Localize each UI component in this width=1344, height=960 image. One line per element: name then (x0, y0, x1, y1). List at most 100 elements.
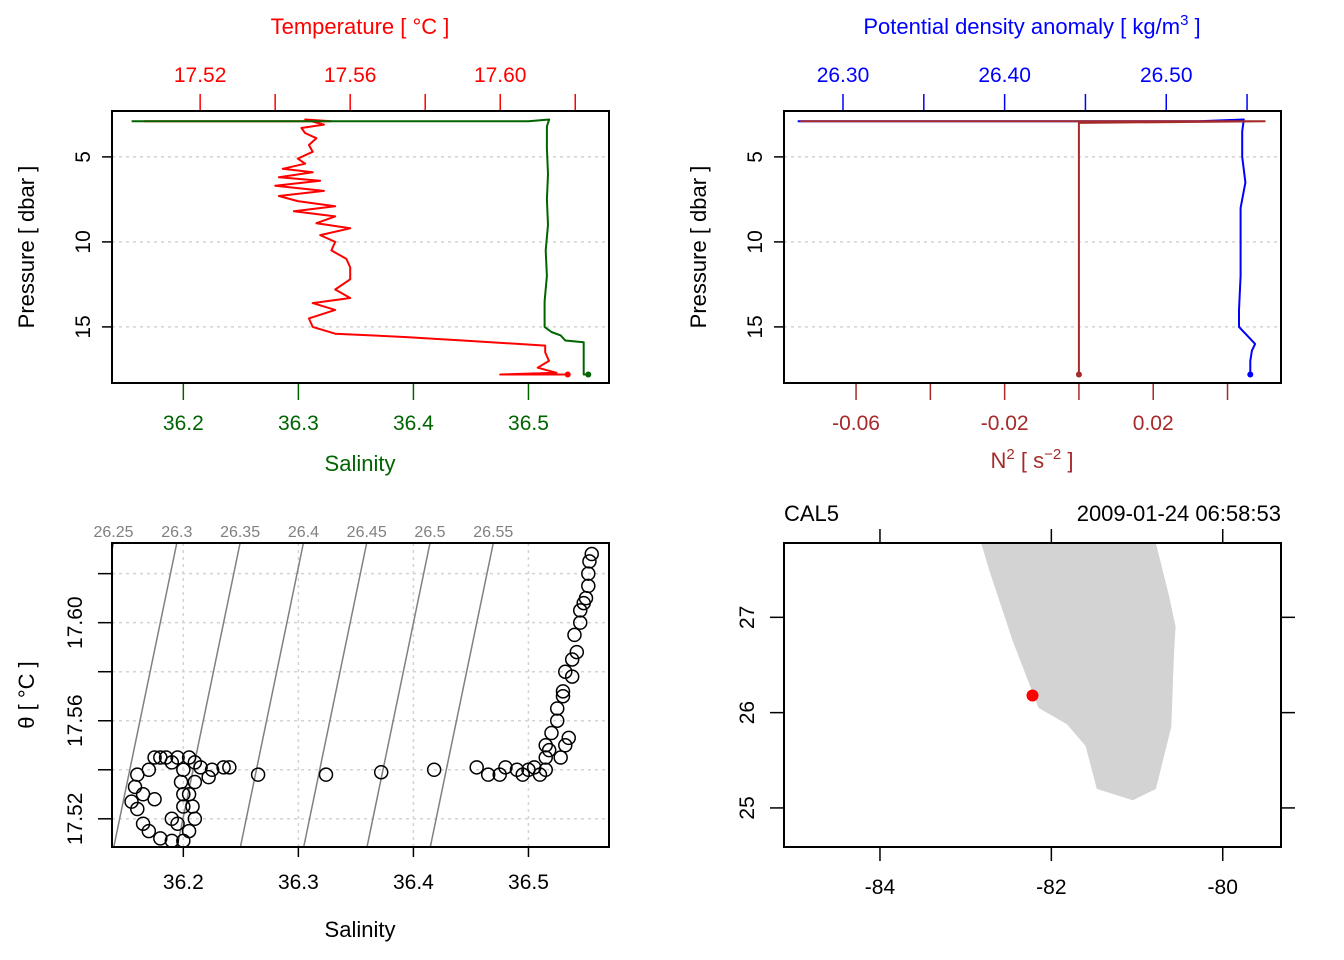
ts-data-point (130, 801, 145, 817)
latitude-tick-label: 27 (736, 606, 759, 629)
bottom-axis-tick-label: -0.06 (832, 412, 880, 435)
ts-data-point (373, 764, 389, 780)
ts-data-point (147, 791, 162, 807)
panel-temperature-salinity-profile: Temperature [ °C ] Salinity Pressure [ d… (14, 14, 610, 476)
ts-data-point (576, 595, 591, 611)
top-axis-tick-label: 17.56 (324, 64, 377, 87)
top-axis-tick-label: 26.50 (1140, 64, 1193, 87)
pressure-axis-title: Pressure [ dbar ] (686, 166, 711, 329)
ts-data-point (147, 750, 162, 765)
ts-data-point (318, 767, 334, 782)
ts-data-point (153, 831, 168, 846)
x-tick-label: 36.3 (278, 871, 319, 894)
panel-density-n2-profile: Potential density anomaly [ kg/m3 ] N2 [… (686, 12, 1282, 473)
series-line-potential-density-anomaly (797, 118, 1257, 375)
ts-data-point (584, 546, 599, 562)
bottom-axis-tick-label: 36.3 (278, 412, 319, 435)
isopycnal-label: 26.5 (414, 524, 445, 541)
isopycnal-label: 26.25 (93, 524, 133, 541)
ts-data-point (130, 767, 145, 782)
series-line-temperature (143, 118, 568, 376)
latitude-tick-label: 26 (736, 701, 759, 724)
ts-data-point (469, 760, 484, 775)
y-tick-label: 17.56 (64, 694, 87, 747)
bottom-axis-tick-label: 36.5 (508, 412, 549, 435)
series-end-point (1075, 371, 1082, 378)
bottom-axis-tick-label: 0.02 (1133, 412, 1174, 435)
y-tick-label: 5 (72, 151, 95, 163)
ts-data-point (555, 688, 571, 704)
y-tick-label: 5 (744, 151, 767, 163)
isopycnal-line (176, 543, 241, 847)
bottom-axis-tick-label: 36.2 (163, 412, 204, 435)
isopycnal-label: 26.35 (220, 524, 260, 541)
ts-data-point (173, 774, 189, 790)
ts-data-point (538, 750, 553, 765)
isopycnal-label: 26.4 (288, 524, 319, 541)
y-tick-label: 10 (72, 230, 95, 253)
bottom-axis-tick-label: 36.4 (393, 412, 434, 435)
longitude-tick-label: -84 (865, 876, 896, 899)
n2-axis-title: N2 [ s−2 ] (991, 446, 1074, 473)
bottom-axis-tick-label: -0.02 (981, 412, 1029, 435)
ts-data-point (582, 554, 597, 569)
ts-data-point (541, 742, 557, 758)
isopycnal-label: 26.55 (473, 524, 513, 541)
isopycnal-label: 26.3 (161, 524, 192, 541)
ts-data-point (555, 684, 571, 699)
y-tick-label: 15 (744, 315, 767, 338)
top-axis-tick-label: 26.30 (817, 64, 870, 87)
series-line-n2 (800, 120, 1266, 375)
ts-data-point (567, 627, 582, 643)
x-tick-label: 36.5 (508, 871, 549, 894)
ts-data-point (558, 738, 573, 753)
top-axis-tick-label: 17.60 (474, 64, 527, 87)
series-end-point (585, 371, 592, 378)
x-tick-label: 36.2 (163, 871, 204, 894)
ts-data-point (250, 767, 266, 782)
station-marker (1026, 689, 1039, 702)
ts-data-point (564, 669, 580, 684)
ts-data-point (544, 725, 559, 741)
series-end-point (564, 371, 571, 378)
salinity-axis-title: Salinity (325, 451, 396, 476)
ts-data-point (564, 652, 580, 667)
ts-data-point (170, 816, 185, 831)
ts-data-point (581, 578, 596, 594)
plot-frame (111, 110, 610, 384)
temperature-axis-title: Temperature [ °C ] (271, 14, 450, 39)
series-end-point (1247, 371, 1254, 378)
isopycnal-line (113, 543, 178, 847)
isopycnal-line (239, 543, 305, 847)
ts-data-point (498, 760, 513, 775)
theta-axis-title: θ [ °C ] (14, 661, 39, 728)
y-tick-label: 17.60 (64, 596, 87, 649)
ts-data-point (569, 644, 585, 660)
ts-data-point (561, 730, 576, 746)
density-axis-title: Potential density anomaly [ kg/m3 ] (863, 12, 1200, 39)
ts-data-point (181, 823, 197, 839)
ts-data-point (187, 774, 203, 790)
panel-station-map: CAL5 2009-01-24 06:58:53 -84 -82 -80 25 26 27 (736, 501, 1295, 899)
ts-data-point (170, 750, 185, 765)
station-name: CAL5 (784, 501, 839, 526)
plot-frame (111, 542, 610, 848)
x-tick-label: 36.4 (393, 871, 434, 894)
longitude-tick-label: -82 (1036, 876, 1066, 899)
ts-data-point (127, 779, 143, 795)
plot-frame (783, 110, 1282, 384)
ts-data-point (549, 701, 565, 716)
series-line-salinity (131, 118, 589, 376)
pressure-axis-title: Pressure [ dbar ] (14, 166, 39, 329)
ts-data-point (181, 787, 197, 802)
isopycnal-line (366, 543, 431, 847)
ts-data-point (153, 750, 168, 765)
ts-data-point (164, 833, 180, 847)
ts-data-point (204, 762, 220, 778)
top-axis-tick-label: 17.52 (174, 64, 227, 87)
land-polygon-florida (981, 543, 1176, 801)
latitude-tick-label: 25 (736, 796, 759, 819)
isopycnal-label: 26.45 (347, 524, 387, 541)
ts-data-point (222, 760, 237, 775)
